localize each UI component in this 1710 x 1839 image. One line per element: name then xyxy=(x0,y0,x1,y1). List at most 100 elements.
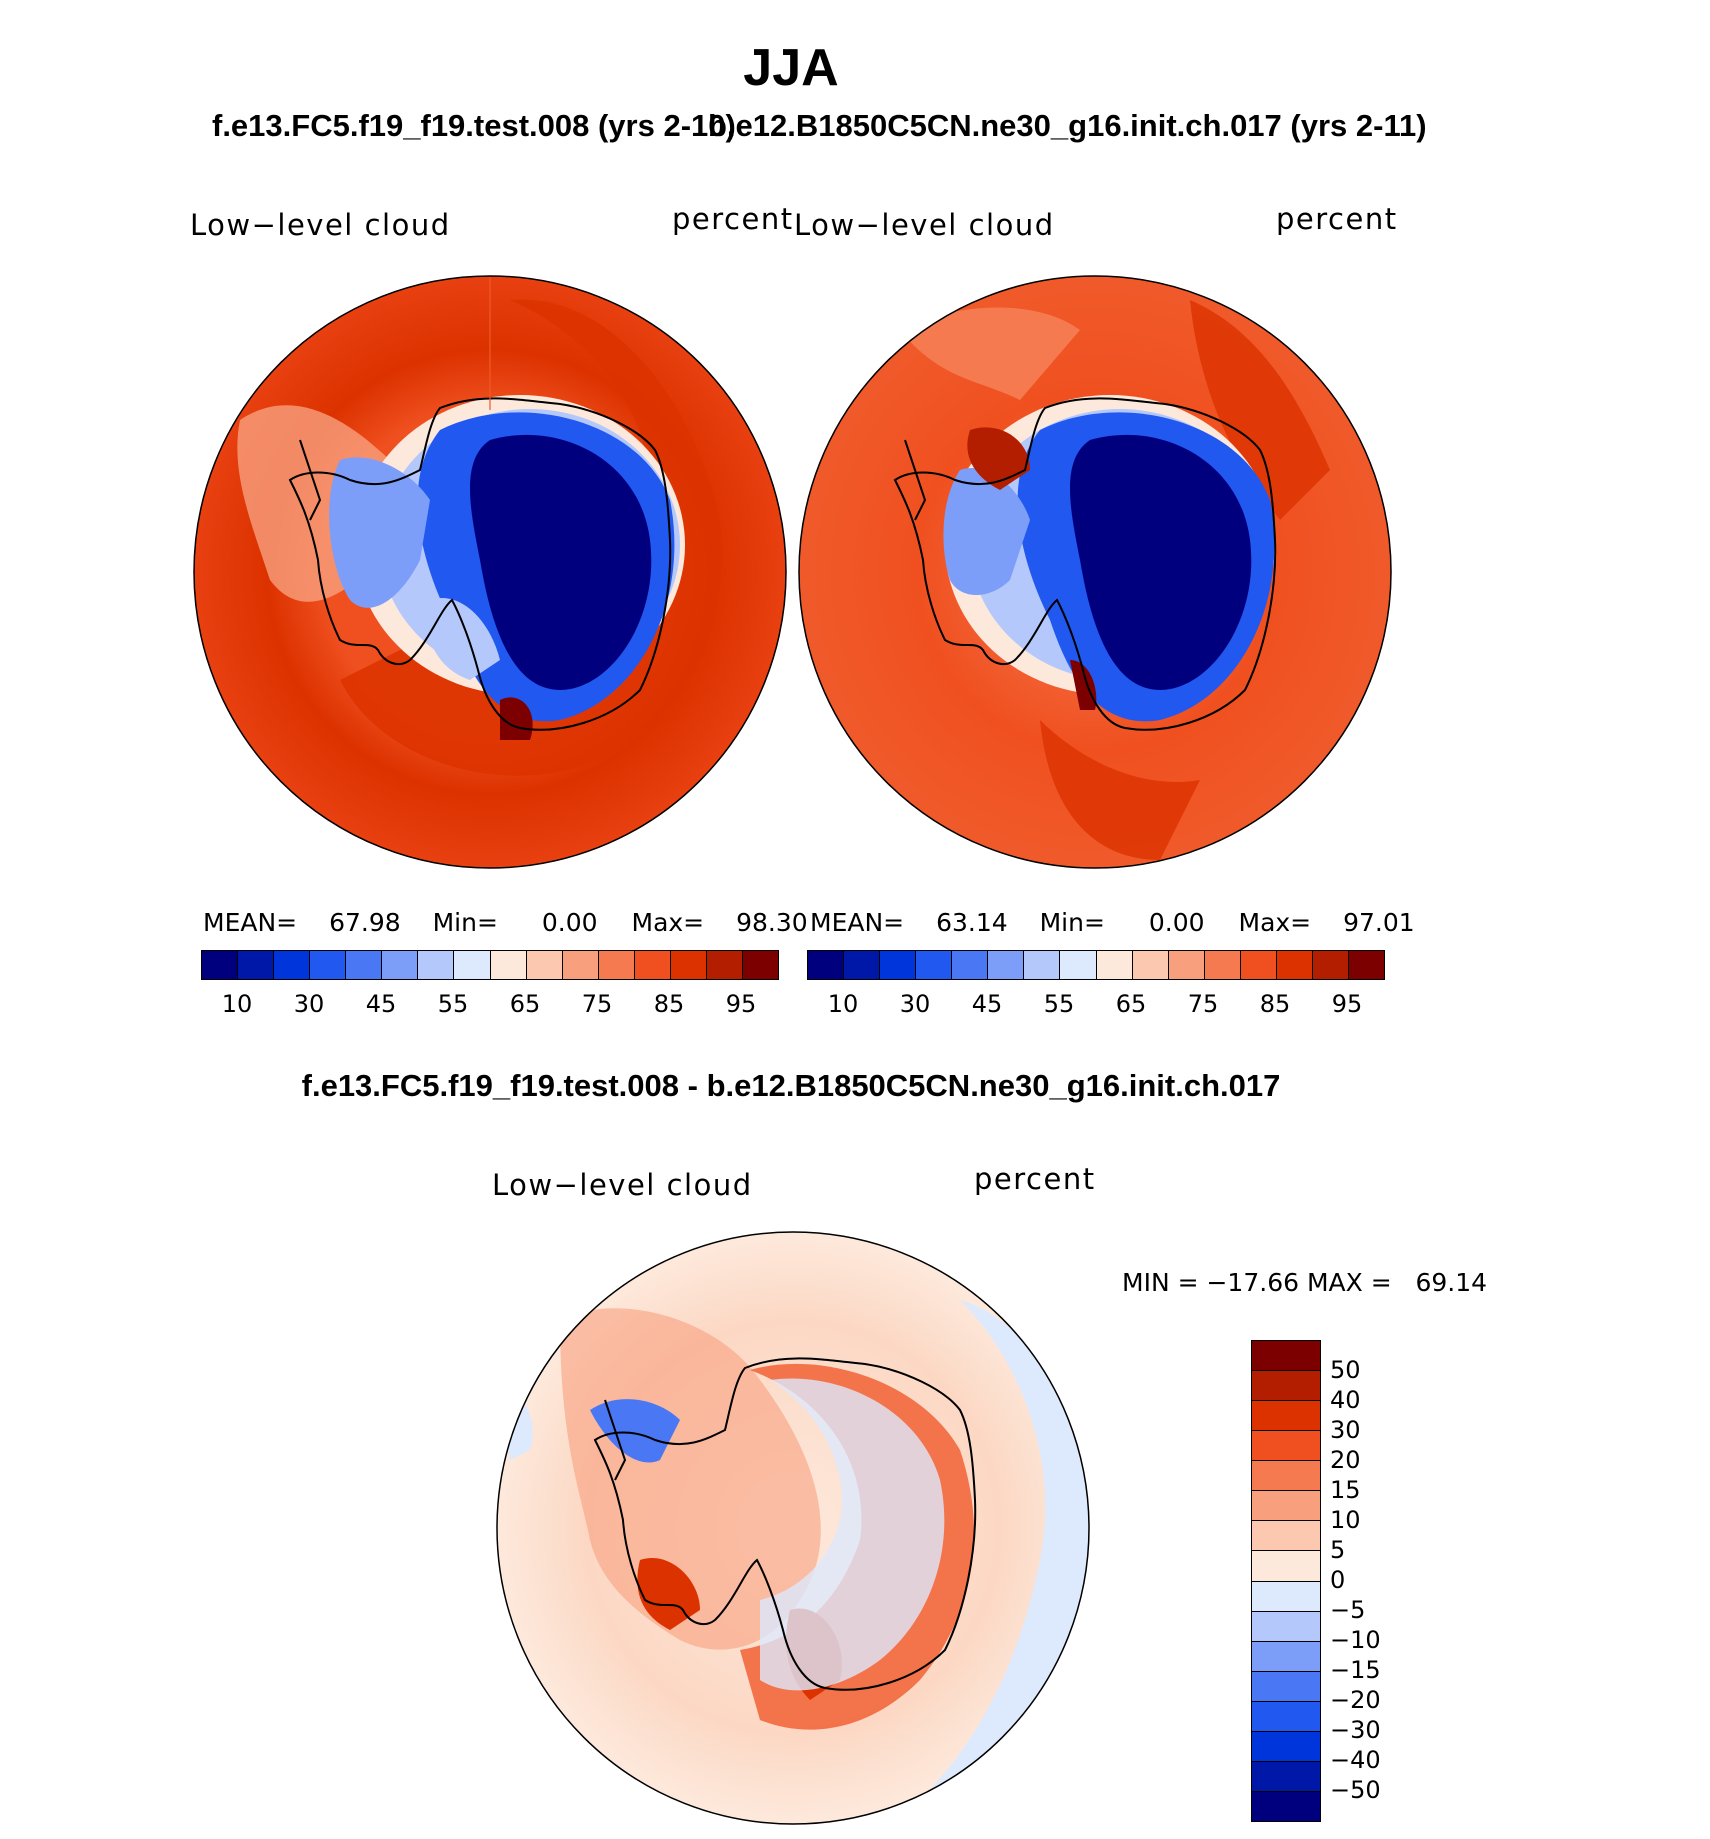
colorbar-swatch xyxy=(1096,951,1133,979)
colorbar-swatch xyxy=(1252,1521,1320,1552)
colorbar-swatch xyxy=(562,951,599,979)
colorbar-tick-label: 30 xyxy=(899,990,931,1018)
colorbar-tick-label: 85 xyxy=(653,990,685,1018)
colorbar-swatch xyxy=(1252,1731,1320,1762)
diff-colorbar xyxy=(1251,1340,1321,1822)
colorbar-swatch xyxy=(742,951,778,979)
panel-1-min-value: 0.00 xyxy=(541,908,598,937)
colorbar-tick-label: 75 xyxy=(581,990,613,1018)
colorbar-swatch xyxy=(598,951,635,979)
colorbar-tick-label: −10 xyxy=(1330,1626,1381,1654)
colorbar-swatch xyxy=(706,951,743,979)
colorbar-swatch xyxy=(274,951,311,979)
colorbar-swatch xyxy=(1252,1431,1320,1462)
colorbar-swatch xyxy=(490,951,527,979)
colorbar-swatch xyxy=(1252,1701,1320,1732)
colorbar-swatch xyxy=(454,951,491,979)
panel-2-variable-label: Low−level cloud xyxy=(794,208,1055,242)
colorbar-swatch xyxy=(310,951,347,979)
panel-2-map-border xyxy=(798,275,1392,869)
colorbar-swatch xyxy=(1252,1491,1320,1522)
colorbar-tick-label: 95 xyxy=(1331,990,1363,1018)
panel-1-case-title: f.e13.FC5.f19_f19.test.008 (yrs 2-10) xyxy=(212,108,736,143)
colorbar-swatch xyxy=(1276,951,1313,979)
colorbar-swatch xyxy=(1252,1461,1320,1492)
colorbar-tick-label: 10 xyxy=(221,990,253,1018)
colorbar-swatch xyxy=(1252,1341,1320,1372)
colorbar-tick-label: 55 xyxy=(1043,990,1075,1018)
colorbar-tick-label: 65 xyxy=(509,990,541,1018)
colorbar-tick-label: 45 xyxy=(365,990,397,1018)
diff-variable-label: Low−level cloud xyxy=(492,1168,753,1202)
panel-2-min-label: Min= xyxy=(1039,908,1105,937)
colorbar-tick-label: 30 xyxy=(293,990,325,1018)
colorbar-swatch xyxy=(418,951,455,979)
diff-map-border xyxy=(496,1231,1090,1825)
panel-2-max-label: Max= xyxy=(1238,908,1312,937)
colorbar-swatch xyxy=(346,951,383,979)
colorbar-swatch xyxy=(634,951,671,979)
colorbar-swatch xyxy=(1024,951,1061,979)
colorbar-swatch xyxy=(880,951,917,979)
colorbar-tick-label: 40 xyxy=(1330,1386,1361,1414)
colorbar-tick-label: 5 xyxy=(1330,1536,1346,1564)
panel-2-units-label: percent xyxy=(1276,202,1398,236)
colorbar-swatch xyxy=(1240,951,1277,979)
diff-map xyxy=(497,1232,1089,1824)
colorbar-tick-label: −15 xyxy=(1330,1656,1381,1684)
colorbar-tick-label: 10 xyxy=(827,990,859,1018)
panel-1-min-label: Min= xyxy=(432,908,498,937)
colorbar-swatch xyxy=(382,951,419,979)
colorbar-tick-label: 10 xyxy=(1330,1506,1361,1534)
colorbar-swatch xyxy=(238,951,275,979)
colorbar-swatch xyxy=(1252,1791,1320,1821)
panel-2-mean-value: 63.14 xyxy=(936,908,1008,937)
panel-1-colorbar xyxy=(201,950,779,980)
panel-1-mean-value: 67.98 xyxy=(329,908,401,937)
colorbar-tick-label: −40 xyxy=(1330,1746,1381,1774)
colorbar-tick-label: −20 xyxy=(1330,1686,1381,1714)
panel-1-map-border xyxy=(193,275,787,869)
panel-1-stats: MEAN= 67.98 Min= 0.00 Max= 98.30 xyxy=(203,908,808,937)
panel-1-max-label: Max= xyxy=(631,908,705,937)
colorbar-swatch xyxy=(988,951,1025,979)
colorbar-tick-label: 65 xyxy=(1115,990,1147,1018)
colorbar-swatch xyxy=(1252,1551,1320,1582)
colorbar-swatch xyxy=(1252,1581,1320,1612)
figure-title: JJA xyxy=(743,39,839,97)
diff-title: f.e13.FC5.f19_f19.test.008 - b.e12.B1850… xyxy=(301,1068,1281,1103)
colorbar-tick-label: 0 xyxy=(1330,1566,1346,1594)
colorbar-swatch xyxy=(1168,951,1205,979)
panel-1-units-label: percent xyxy=(672,202,794,236)
colorbar-tick-label: 45 xyxy=(971,990,1003,1018)
panel-2-case-title: b.e12.B1850C5CN.ne30_g16.init.ch.017 (yr… xyxy=(708,108,1427,143)
colorbar-swatch xyxy=(202,951,239,979)
colorbar-swatch xyxy=(1252,1401,1320,1432)
diff-units-label: percent xyxy=(974,1162,1096,1196)
colorbar-swatch xyxy=(1252,1671,1320,1702)
colorbar-swatch xyxy=(808,951,845,979)
colorbar-tick-label: −5 xyxy=(1330,1596,1366,1624)
colorbar-swatch xyxy=(1060,951,1097,979)
panel-1-map xyxy=(194,276,786,868)
panel-1-variable-label: Low−level cloud xyxy=(190,208,451,242)
panel-2-mean-label: MEAN= xyxy=(810,908,905,937)
diff-min-max: MIN = −17.66 MAX = 69.14 xyxy=(1122,1268,1488,1297)
colorbar-swatch xyxy=(1252,1371,1320,1402)
colorbar-tick-label: 15 xyxy=(1330,1476,1361,1504)
colorbar-swatch xyxy=(844,951,881,979)
colorbar-swatch xyxy=(916,951,953,979)
colorbar-tick-label: 30 xyxy=(1330,1416,1361,1444)
colorbar-tick-label: −30 xyxy=(1330,1716,1381,1744)
panel-2-max-value: 97.01 xyxy=(1343,908,1415,937)
panel-2-min-value: 0.00 xyxy=(1148,908,1205,937)
colorbar-swatch xyxy=(670,951,707,979)
colorbar-swatch xyxy=(526,951,563,979)
colorbar-swatch xyxy=(1204,951,1241,979)
panel-2-colorbar xyxy=(807,950,1385,980)
colorbar-tick-label: −50 xyxy=(1330,1776,1381,1804)
panel-1-max-value: 98.30 xyxy=(736,908,808,937)
colorbar-swatch xyxy=(952,951,989,979)
colorbar-swatch xyxy=(1252,1611,1320,1642)
panel-2-map xyxy=(799,276,1391,868)
